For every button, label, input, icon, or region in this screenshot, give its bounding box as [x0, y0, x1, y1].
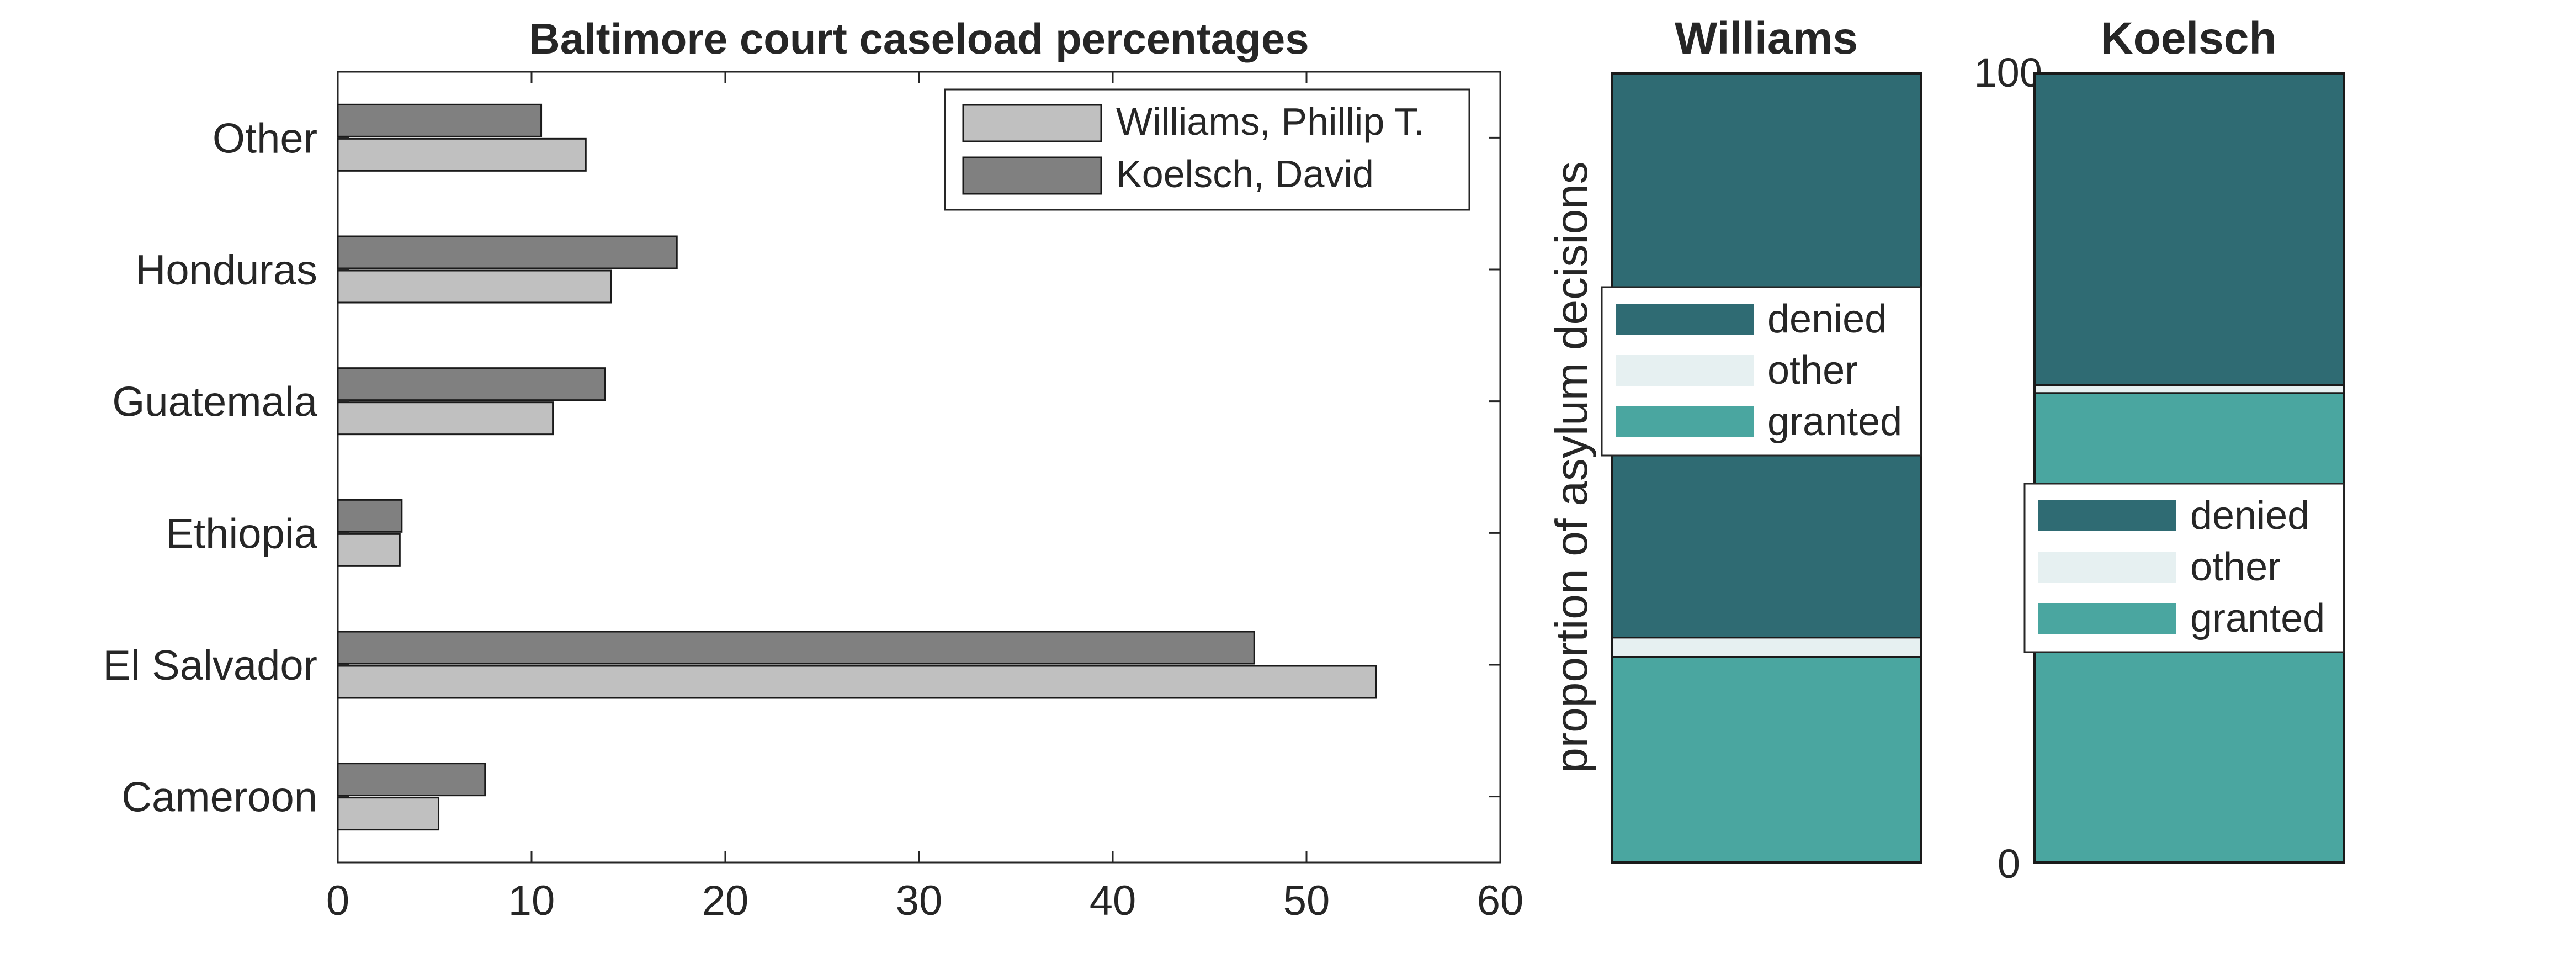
x-tick-label-20: 20	[702, 877, 749, 924]
x-tick-label-0: 0	[326, 877, 349, 924]
williams-legend: denied other granted	[1601, 286, 1922, 457]
koelsch-legend: denied other granted	[2023, 483, 2345, 653]
y-tick-label-el-salvador: El Salvador	[103, 642, 317, 689]
y-tick-label-ethiopia: Ethiopia	[166, 510, 317, 557]
caseload-bar-chart: Baltimore court caseload percentages Cam…	[103, 14, 1523, 924]
bar-williams-phillip-t-el-salvador	[337, 665, 1377, 699]
legend-swatch-denied	[1616, 304, 1754, 335]
williams-segments	[1611, 72, 1922, 864]
legend-label-other: other	[2190, 545, 2281, 589]
x-tick-label-60: 60	[1477, 877, 1524, 924]
bar-williams-phillip-t-cameroon	[337, 797, 440, 831]
legend-swatch-granted	[1616, 406, 1754, 437]
stacked-bar-outline	[2033, 72, 2345, 864]
x-tick-labels: 0 10 20 30 40 50 60	[326, 72, 1523, 924]
williams-title: Williams	[1675, 13, 1858, 63]
x-tick-label-50: 50	[1283, 877, 1330, 924]
legend-swatch-other	[1616, 355, 1754, 386]
legend-swatch-williams-phillip-t	[962, 104, 1102, 142]
bar-williams-phillip-t-honduras	[337, 269, 612, 304]
legend-swatch-granted	[2038, 603, 2176, 634]
bars	[337, 103, 1377, 831]
koelsch-title: Koelsch	[2101, 13, 2277, 63]
stacked-bar-outline	[1611, 72, 1922, 864]
segment-other	[1611, 637, 1922, 658]
legend-label-granted: granted	[1767, 400, 1902, 444]
segment-other	[2033, 384, 2345, 394]
williams-stacked-chart: Williams proportion of asylum decisions …	[1547, 13, 1922, 864]
segment-denied	[2033, 72, 2345, 386]
legend: Williams, Phillip T. Koelsch, David	[944, 88, 1470, 211]
y-axis-label: proportion of asylum decisions	[1547, 161, 1597, 773]
legend-label-denied: denied	[2190, 494, 2309, 538]
legend-label-koelsch-david: Koelsch, David	[1116, 152, 1374, 195]
chart-title: Baltimore court caseload percentages	[529, 14, 1309, 63]
y-tick-label-other: Other	[213, 115, 317, 162]
y-tick-label-cameroon: Cameroon	[121, 774, 317, 821]
x-tick-label-40: 40	[1090, 877, 1136, 924]
y-tick-label-0: 0	[1998, 841, 2020, 887]
x-tick-label-30: 30	[896, 877, 943, 924]
bar-koelsch-david-cameroon	[337, 763, 486, 797]
legend-label-denied: denied	[1767, 297, 1887, 341]
bar-koelsch-david-honduras	[337, 235, 678, 269]
bar-williams-phillip-t-guatemala	[337, 401, 554, 436]
y-tick-label-guatemala: Guatemala	[112, 379, 317, 426]
legend-label-williams-phillip-t: Williams, Phillip T.	[1116, 100, 1425, 143]
koelsch-segments	[2033, 72, 2345, 864]
x-tick-label-10: 10	[508, 877, 555, 924]
y-tick-labels: Cameroon El Salvador Ethiopia Guatemala Hond…	[103, 115, 1500, 821]
legend-swatch-koelsch-david	[962, 156, 1102, 195]
bar-williams-phillip-t-other	[337, 137, 587, 172]
legend-swatch-other	[2038, 552, 2176, 583]
legend-label-granted: granted	[2190, 596, 2325, 640]
segment-granted	[1611, 656, 1922, 864]
y-tick-label-honduras: Honduras	[135, 247, 317, 294]
bar-koelsch-david-other	[337, 103, 543, 137]
bar-koelsch-david-ethiopia	[337, 499, 403, 533]
bar-koelsch-david-guatemala	[337, 367, 606, 401]
koelsch-stacked-chart: Koelsch 100 0 denied other granted	[1974, 13, 2345, 887]
bar-williams-phillip-t-ethiopia	[337, 533, 401, 567]
legend-swatch-denied	[2038, 500, 2176, 531]
y-tick-label-100: 100	[1974, 50, 2042, 96]
legend-label-other: other	[1767, 348, 1858, 393]
bar-koelsch-david-el-salvador	[337, 631, 1255, 665]
